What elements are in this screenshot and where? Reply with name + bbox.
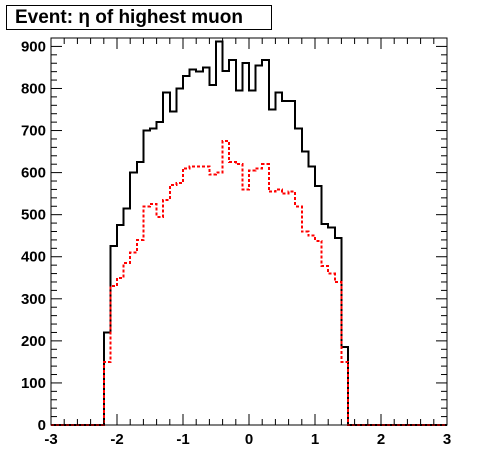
ticks-layer (50, 37, 448, 426)
labels-layer: -3 -2 -1 0 1 2 3 0 100 200 300 400 500 600 700 800 900 (21, 38, 451, 448)
x-tick-label: 0 (245, 431, 253, 448)
y-tick-label: 800 (21, 80, 46, 97)
y-tick-label: 700 (21, 123, 46, 140)
chart-title: Event: η of highest muon (6, 5, 272, 30)
y-tick-label: 0 (38, 417, 46, 434)
x-tick-label: -2 (110, 431, 123, 448)
y-tick-label: 300 (21, 291, 46, 308)
y-tick-label: 100 (21, 375, 46, 392)
y-tick-label: 400 (21, 249, 46, 266)
series-layer (51, 40, 447, 426)
x-tick-label: -1 (176, 431, 189, 448)
y-tick-label: 600 (21, 165, 46, 182)
histogram-series-2 (51, 140, 447, 426)
chart-title-text: Event: η of highest muon (15, 6, 243, 28)
x-tick-label: 2 (377, 431, 385, 448)
x-tick-label: 1 (311, 431, 319, 448)
x-tick-label: 3 (443, 431, 451, 448)
y-tick-label: 900 (21, 38, 46, 55)
y-tick-label: 500 (21, 207, 46, 224)
histogram-series-1 (51, 40, 447, 426)
plot-frame (50, 37, 448, 426)
x-tick-label: -3 (44, 431, 57, 448)
y-tick-label: 200 (21, 333, 46, 350)
